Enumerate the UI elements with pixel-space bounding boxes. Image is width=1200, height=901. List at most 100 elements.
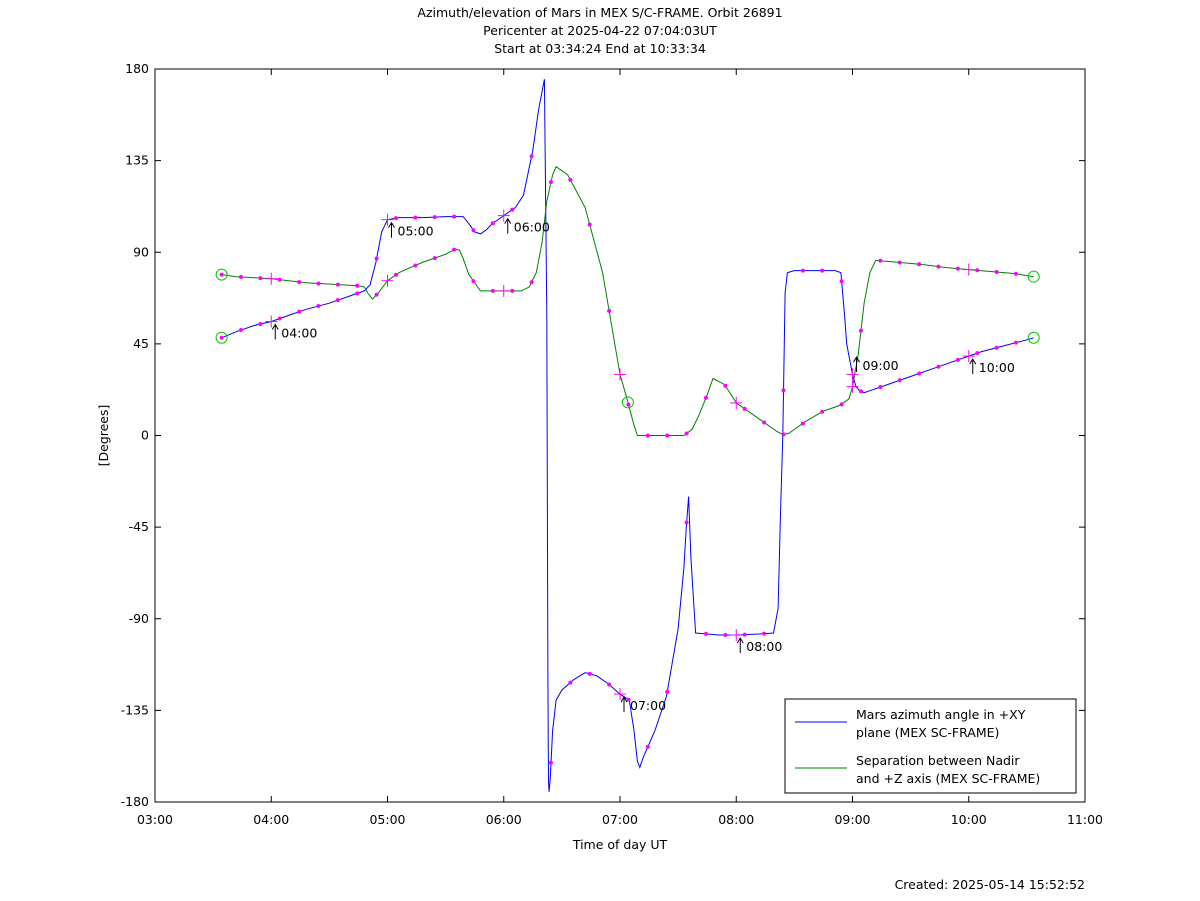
sample-point xyxy=(936,364,941,369)
sample-point xyxy=(1013,340,1018,345)
sample-point xyxy=(975,268,980,273)
sample-point xyxy=(297,309,302,314)
time-arrow-head xyxy=(504,217,512,224)
time-annotation: 06:00 xyxy=(504,217,550,235)
time-markers: 04:00 05:00 06:00 07:00 08:00 09:00 10:00 xyxy=(271,217,1015,713)
sample-point xyxy=(878,258,883,263)
pericenter-marker xyxy=(621,396,634,409)
x-axis-label: Time of day UT xyxy=(572,837,668,852)
title-line: Start at 03:34:24 End at 10:33:34 xyxy=(494,41,706,56)
sample-point xyxy=(374,292,379,297)
sample-point xyxy=(994,269,999,274)
sample-point xyxy=(471,279,476,284)
time-arrow-head xyxy=(853,356,860,363)
sample-point xyxy=(393,216,398,221)
sample-point xyxy=(723,383,728,388)
legend-entry-text: plane (MEX SC-FRAME) xyxy=(856,725,999,740)
sample-point xyxy=(316,281,321,286)
sample-point xyxy=(510,288,515,293)
sample-point xyxy=(723,633,728,638)
chart-title: Azimuth/elevation of Mars in MEX S/C-FRA… xyxy=(417,5,782,56)
y-tick-label: -135 xyxy=(121,702,149,717)
sample-point xyxy=(452,214,457,219)
sample-point xyxy=(762,420,767,425)
separation-series-line xyxy=(221,165,1034,436)
sample-point xyxy=(238,274,243,279)
sample-point xyxy=(607,682,612,687)
time-arrow-head xyxy=(271,323,279,330)
sample-point xyxy=(510,207,515,212)
time-arrow-head xyxy=(736,637,744,644)
legend-entry-text: and +Z axis (MEX SC-FRAME) xyxy=(856,771,1040,786)
sample-point xyxy=(432,256,437,261)
sample-point xyxy=(742,406,747,411)
sample-point xyxy=(607,308,612,313)
sample-point xyxy=(645,744,650,749)
sample-point xyxy=(393,272,398,277)
x-tick-label: 05:00 xyxy=(369,812,405,827)
time-label: 06:00 xyxy=(514,220,550,235)
sample-point xyxy=(587,222,592,227)
y-tick-label: 45 xyxy=(133,336,149,351)
time-label: 07:00 xyxy=(630,698,666,713)
sample-point xyxy=(490,288,495,293)
sample-point xyxy=(219,335,224,340)
data-series xyxy=(215,79,1040,792)
y-tick-label: 180 xyxy=(125,61,149,76)
time-arrow-head xyxy=(969,358,977,365)
title-line: Azimuth/elevation of Mars in MEX S/C-FRA… xyxy=(417,5,782,20)
sample-point xyxy=(684,520,689,525)
sample-point xyxy=(703,631,708,636)
time-label: 05:00 xyxy=(398,224,434,239)
sample-point xyxy=(258,276,263,281)
time-annotation: 05:00 xyxy=(388,221,434,239)
sample-point xyxy=(548,180,553,185)
sample-point xyxy=(936,264,941,269)
time-annotation: 09:00 xyxy=(853,356,899,373)
time-label: 09:00 xyxy=(863,358,899,373)
sample-point xyxy=(800,421,805,426)
sample-point xyxy=(1013,271,1018,276)
sample-point xyxy=(452,247,457,252)
sample-point xyxy=(355,283,360,288)
time-label: 08:00 xyxy=(746,639,782,654)
sample-point xyxy=(742,632,747,637)
time-annotation: 07:00 xyxy=(620,696,666,713)
sample-point xyxy=(471,228,476,233)
legend-entry-text: Separation between Nadir xyxy=(856,753,1020,768)
sample-point xyxy=(219,272,224,277)
sample-point xyxy=(355,291,360,296)
sample-point xyxy=(955,266,960,271)
y-tick-label: -180 xyxy=(121,794,149,809)
sample-point xyxy=(917,262,922,267)
created-timestamp: Created: 2025-05-14 15:52:52 xyxy=(895,877,1085,892)
time-label: 10:00 xyxy=(979,360,1015,375)
time-annotation: 10:00 xyxy=(969,358,1015,375)
sample-point xyxy=(529,154,534,159)
sample-point xyxy=(897,260,902,265)
y-axis-label: [Degrees] xyxy=(96,405,111,467)
sample-point xyxy=(413,263,418,268)
sample-point xyxy=(568,177,573,182)
x-tick-label: 08:00 xyxy=(718,812,754,827)
sample-point xyxy=(529,280,534,285)
x-tick-label: 07:00 xyxy=(602,812,638,827)
sample-point xyxy=(878,385,883,390)
sample-point xyxy=(626,402,631,407)
sample-point xyxy=(781,432,786,437)
time-annotation: 08:00 xyxy=(736,637,782,654)
sample-point xyxy=(858,389,863,394)
sample-point xyxy=(316,304,321,309)
sample-point xyxy=(413,215,418,220)
sample-point xyxy=(587,671,592,676)
azimuth-series-line xyxy=(221,79,1034,792)
y-tick-label: -45 xyxy=(129,519,149,534)
sample-point xyxy=(277,277,282,282)
sample-point xyxy=(994,345,999,350)
x-tick-label: 11:00 xyxy=(1067,812,1103,827)
y-tick-label: 0 xyxy=(141,428,149,443)
sample-point xyxy=(839,279,844,284)
y-tick-label: 90 xyxy=(133,244,149,259)
sample-point xyxy=(568,680,573,685)
